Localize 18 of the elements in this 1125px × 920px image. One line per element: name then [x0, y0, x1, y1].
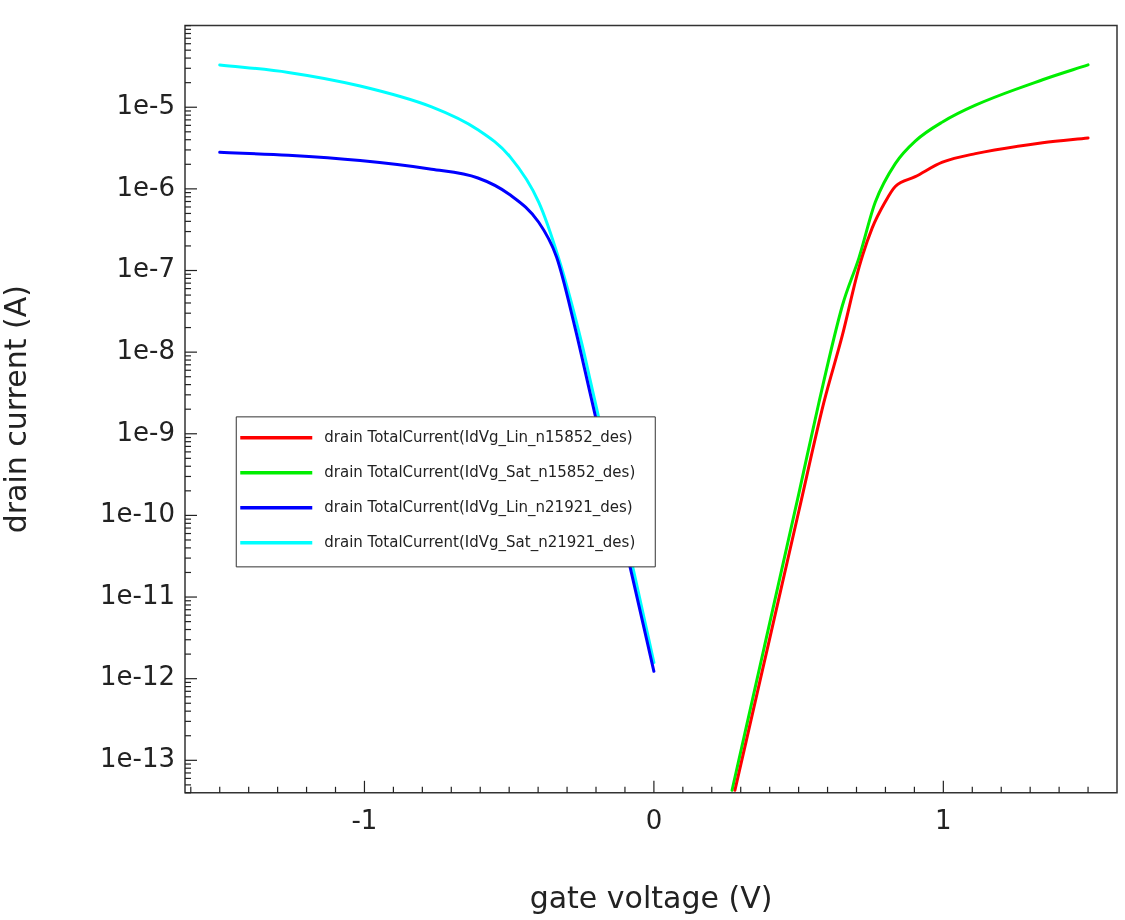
x-tick-label: -1: [351, 805, 378, 836]
x-tick-label: 0: [645, 805, 663, 836]
legend-label: drain TotalCurrent(IdVg_Lin_n21921_des): [324, 497, 633, 517]
y-tick-label: 1e-10: [99, 498, 175, 529]
y-tick-label: 1e-8: [116, 334, 175, 365]
legend-label: drain TotalCurrent(IdVg_Sat_n21921_des): [324, 532, 636, 552]
legend-label: drain TotalCurrent(IdVg_Lin_n15852_des): [324, 427, 633, 447]
y-tick-label: 1e-7: [116, 253, 175, 284]
y-tick-label: 1e-9: [116, 416, 175, 447]
y-axis-title: drain current (A): [0, 285, 33, 534]
x-tick-label: 1: [935, 805, 952, 836]
y-tick-label: 1e-6: [116, 171, 175, 202]
y-tick-label: 1e-11: [99, 579, 175, 610]
y-tick-label: 1e-12: [99, 661, 175, 692]
x-axis-title: gate voltage (V): [529, 879, 773, 915]
y-tick-label: 1e-5: [116, 89, 175, 120]
y-tick-label: 1e-13: [99, 743, 175, 774]
legend-label: drain TotalCurrent(IdVg_Sat_n15852_des): [324, 462, 636, 482]
